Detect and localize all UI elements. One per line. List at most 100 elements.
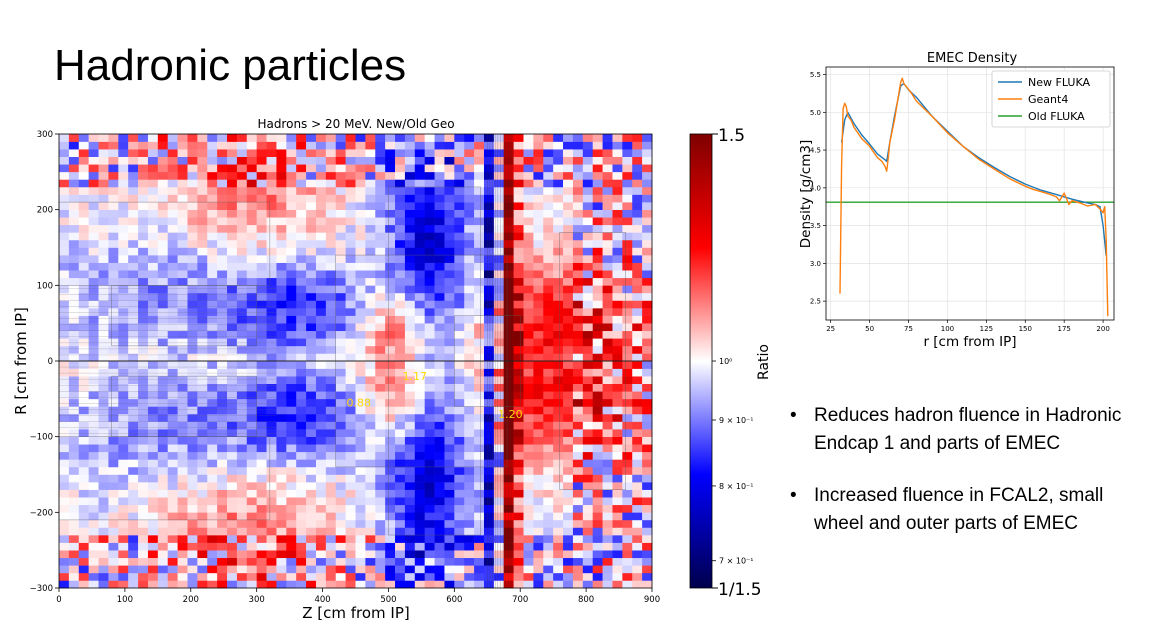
heatmap-cell (464, 156, 475, 165)
heatmap-cell (157, 323, 169, 332)
heatmap-cell (483, 466, 495, 475)
heatmap-cell (424, 209, 435, 218)
heatmap-cell (385, 406, 396, 415)
heatmap-cell (533, 368, 544, 377)
heatmap-cell (444, 315, 455, 324)
heatmap-cell (434, 239, 445, 248)
heatmap-cell (483, 391, 495, 400)
heatmap-cell (533, 134, 544, 142)
heatmap-cell (424, 557, 435, 566)
heatmap-cell (256, 580, 267, 589)
heatmap-cell (266, 572, 277, 581)
heatmap-cell (572, 247, 584, 256)
heatmap-cell (128, 512, 139, 521)
heatmap-cell (493, 482, 505, 490)
heatmap-cell (483, 535, 495, 543)
heatmap-cell (147, 376, 159, 384)
heatmap-cell (523, 194, 534, 203)
heatmap-cell (227, 141, 238, 150)
heatmap-cell (157, 557, 169, 566)
heatmap-cell (632, 338, 643, 347)
heatmap-cell (59, 353, 70, 362)
heatmap-cell (177, 345, 188, 354)
heatmap-cell (59, 277, 70, 286)
heatmap-cell (187, 436, 198, 445)
heatmap-cell (335, 323, 346, 332)
heatmap-cell (286, 141, 297, 150)
heatmap-cell (266, 535, 277, 543)
heatmap-cell (276, 444, 287, 453)
heatmap-cell (227, 270, 238, 279)
heatmap-cell (325, 186, 337, 195)
heatmap-cell (365, 436, 376, 445)
heatmap-cell (88, 186, 99, 195)
heatmap-cell (523, 519, 534, 528)
heatmap-cell (177, 202, 188, 210)
heatmap-cell (177, 300, 188, 309)
heatmap-cell (434, 572, 445, 581)
x-tick-label: 400 (314, 595, 330, 605)
heatmap-cell (553, 361, 564, 369)
heatmap-cell (128, 580, 139, 589)
heatmap-cell (474, 285, 485, 294)
heatmap-cell (345, 504, 356, 513)
heatmap-cell (543, 383, 554, 392)
heatmap-cell (454, 232, 465, 241)
heatmap-cell (59, 557, 70, 566)
heatmap-cell (474, 345, 485, 354)
heatmap-cell (375, 459, 386, 468)
heatmap-cell (296, 194, 307, 203)
heatmap-cell (424, 383, 435, 392)
heatmap-cell (187, 391, 198, 400)
heatmap-cell (375, 482, 386, 490)
heatmap-cell (187, 224, 198, 233)
heatmap-cell (157, 149, 169, 157)
heatmap-cell (464, 429, 475, 437)
heatmap-cell (335, 338, 346, 347)
heatmap-cell (395, 451, 406, 460)
heatmap-cell (167, 413, 178, 422)
heatmap-cell (157, 466, 169, 475)
heatmap-cell (602, 209, 613, 218)
heatmap-cell (68, 202, 80, 210)
heatmap-cell (138, 179, 149, 188)
heatmap-cell (266, 171, 277, 180)
heatmap-cell (236, 345, 248, 354)
heatmap-cell (483, 376, 495, 384)
heatmap-cell (108, 292, 119, 301)
heatmap-cell (157, 179, 169, 188)
heatmap-cell (266, 542, 277, 551)
heatmap-cell (622, 292, 633, 301)
heatmap-cell (78, 149, 89, 157)
heatmap-cell (395, 171, 406, 180)
heatmap-cell (78, 572, 89, 581)
heatmap-cell (365, 308, 376, 316)
heatmap-cell (592, 308, 603, 316)
heatmap-cell (68, 262, 80, 271)
heatmap-cell (217, 179, 228, 188)
heatmap-cell (503, 444, 514, 453)
heatmap-cell (533, 572, 544, 581)
heatmap-cell (622, 444, 633, 453)
heatmap-cell (187, 406, 198, 415)
heatmap-cell (424, 255, 435, 263)
heatmap-cell (424, 580, 435, 589)
heatmap-cell (256, 270, 267, 279)
heatmap-cell (256, 156, 267, 165)
heatmap-cell (424, 535, 435, 543)
heatmap-cell (612, 383, 623, 392)
heatmap-cell (108, 217, 119, 226)
heatmap-cell (434, 209, 445, 218)
heatmap-cell (227, 194, 238, 203)
heatmap-cell (582, 580, 593, 589)
heatmap-cell (217, 572, 228, 581)
heatmap-cell (207, 557, 218, 566)
heatmap-cell (602, 550, 613, 559)
heatmap-cell (276, 572, 287, 581)
heatmap-cell (128, 270, 139, 279)
heatmap-cell (68, 429, 80, 437)
heatmap-cell (622, 315, 633, 324)
heatmap-cell (602, 323, 613, 332)
heatmap-cell (147, 383, 159, 392)
heatmap-cell (59, 292, 70, 301)
